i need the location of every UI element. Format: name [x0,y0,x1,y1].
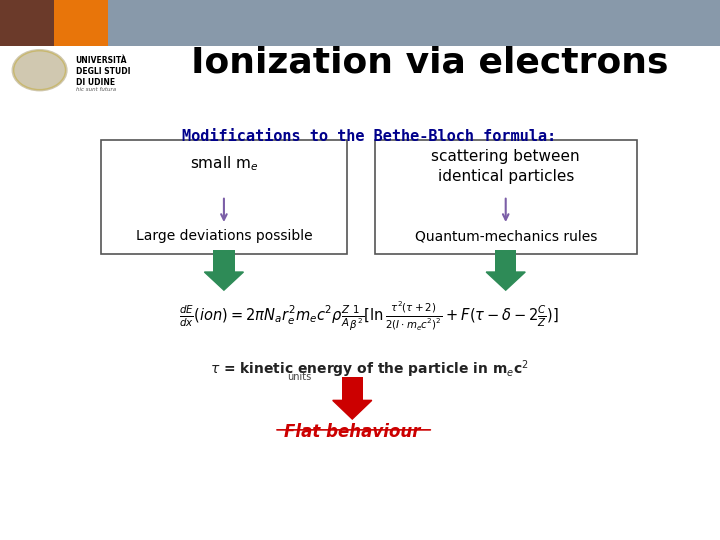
Bar [213,250,235,272]
Polygon shape [486,272,526,290]
FancyBboxPatch shape [54,0,108,46]
FancyBboxPatch shape [374,140,637,254]
FancyBboxPatch shape [0,0,54,46]
Text: units: units [287,372,311,382]
Text: UNIVERSITÀ
DEGLI STUDI
DI UDINE: UNIVERSITÀ DEGLI STUDI DI UDINE [76,56,130,87]
Polygon shape [333,400,372,419]
Text: small m$_e$: small m$_e$ [189,154,258,173]
Text: Quantum-mechanics rules: Quantum-mechanics rules [415,229,597,243]
Text: Modifications to the Bethe-Bloch formula:: Modifications to the Bethe-Bloch formula… [182,129,556,144]
Text: $\tau$ = kinetic energy of the particle in m$_e$c$^2$: $\tau$ = kinetic energy of the particle … [210,358,528,380]
Polygon shape [204,272,243,290]
Bar [495,250,516,272]
Text: Flat behaviour: Flat behaviour [284,423,420,441]
Text: hic sunt futura: hic sunt futura [76,87,116,92]
Circle shape [12,50,67,91]
Bar [341,377,363,400]
Text: Large deviations possible: Large deviations possible [135,229,312,243]
Text: $\frac{dE}{dx}(ion) = 2\pi N_a r_e^2 m_e c^2 \rho \frac{Z}{A} \frac{1}{\beta^2}[: $\frac{dE}{dx}(ion) = 2\pi N_a r_e^2 m_e… [179,300,559,333]
Text: scattering between
identical particles: scattering between identical particles [431,149,580,184]
FancyBboxPatch shape [108,0,720,46]
FancyBboxPatch shape [101,140,347,254]
Text: Ionization via electrons: Ionization via electrons [191,46,668,80]
